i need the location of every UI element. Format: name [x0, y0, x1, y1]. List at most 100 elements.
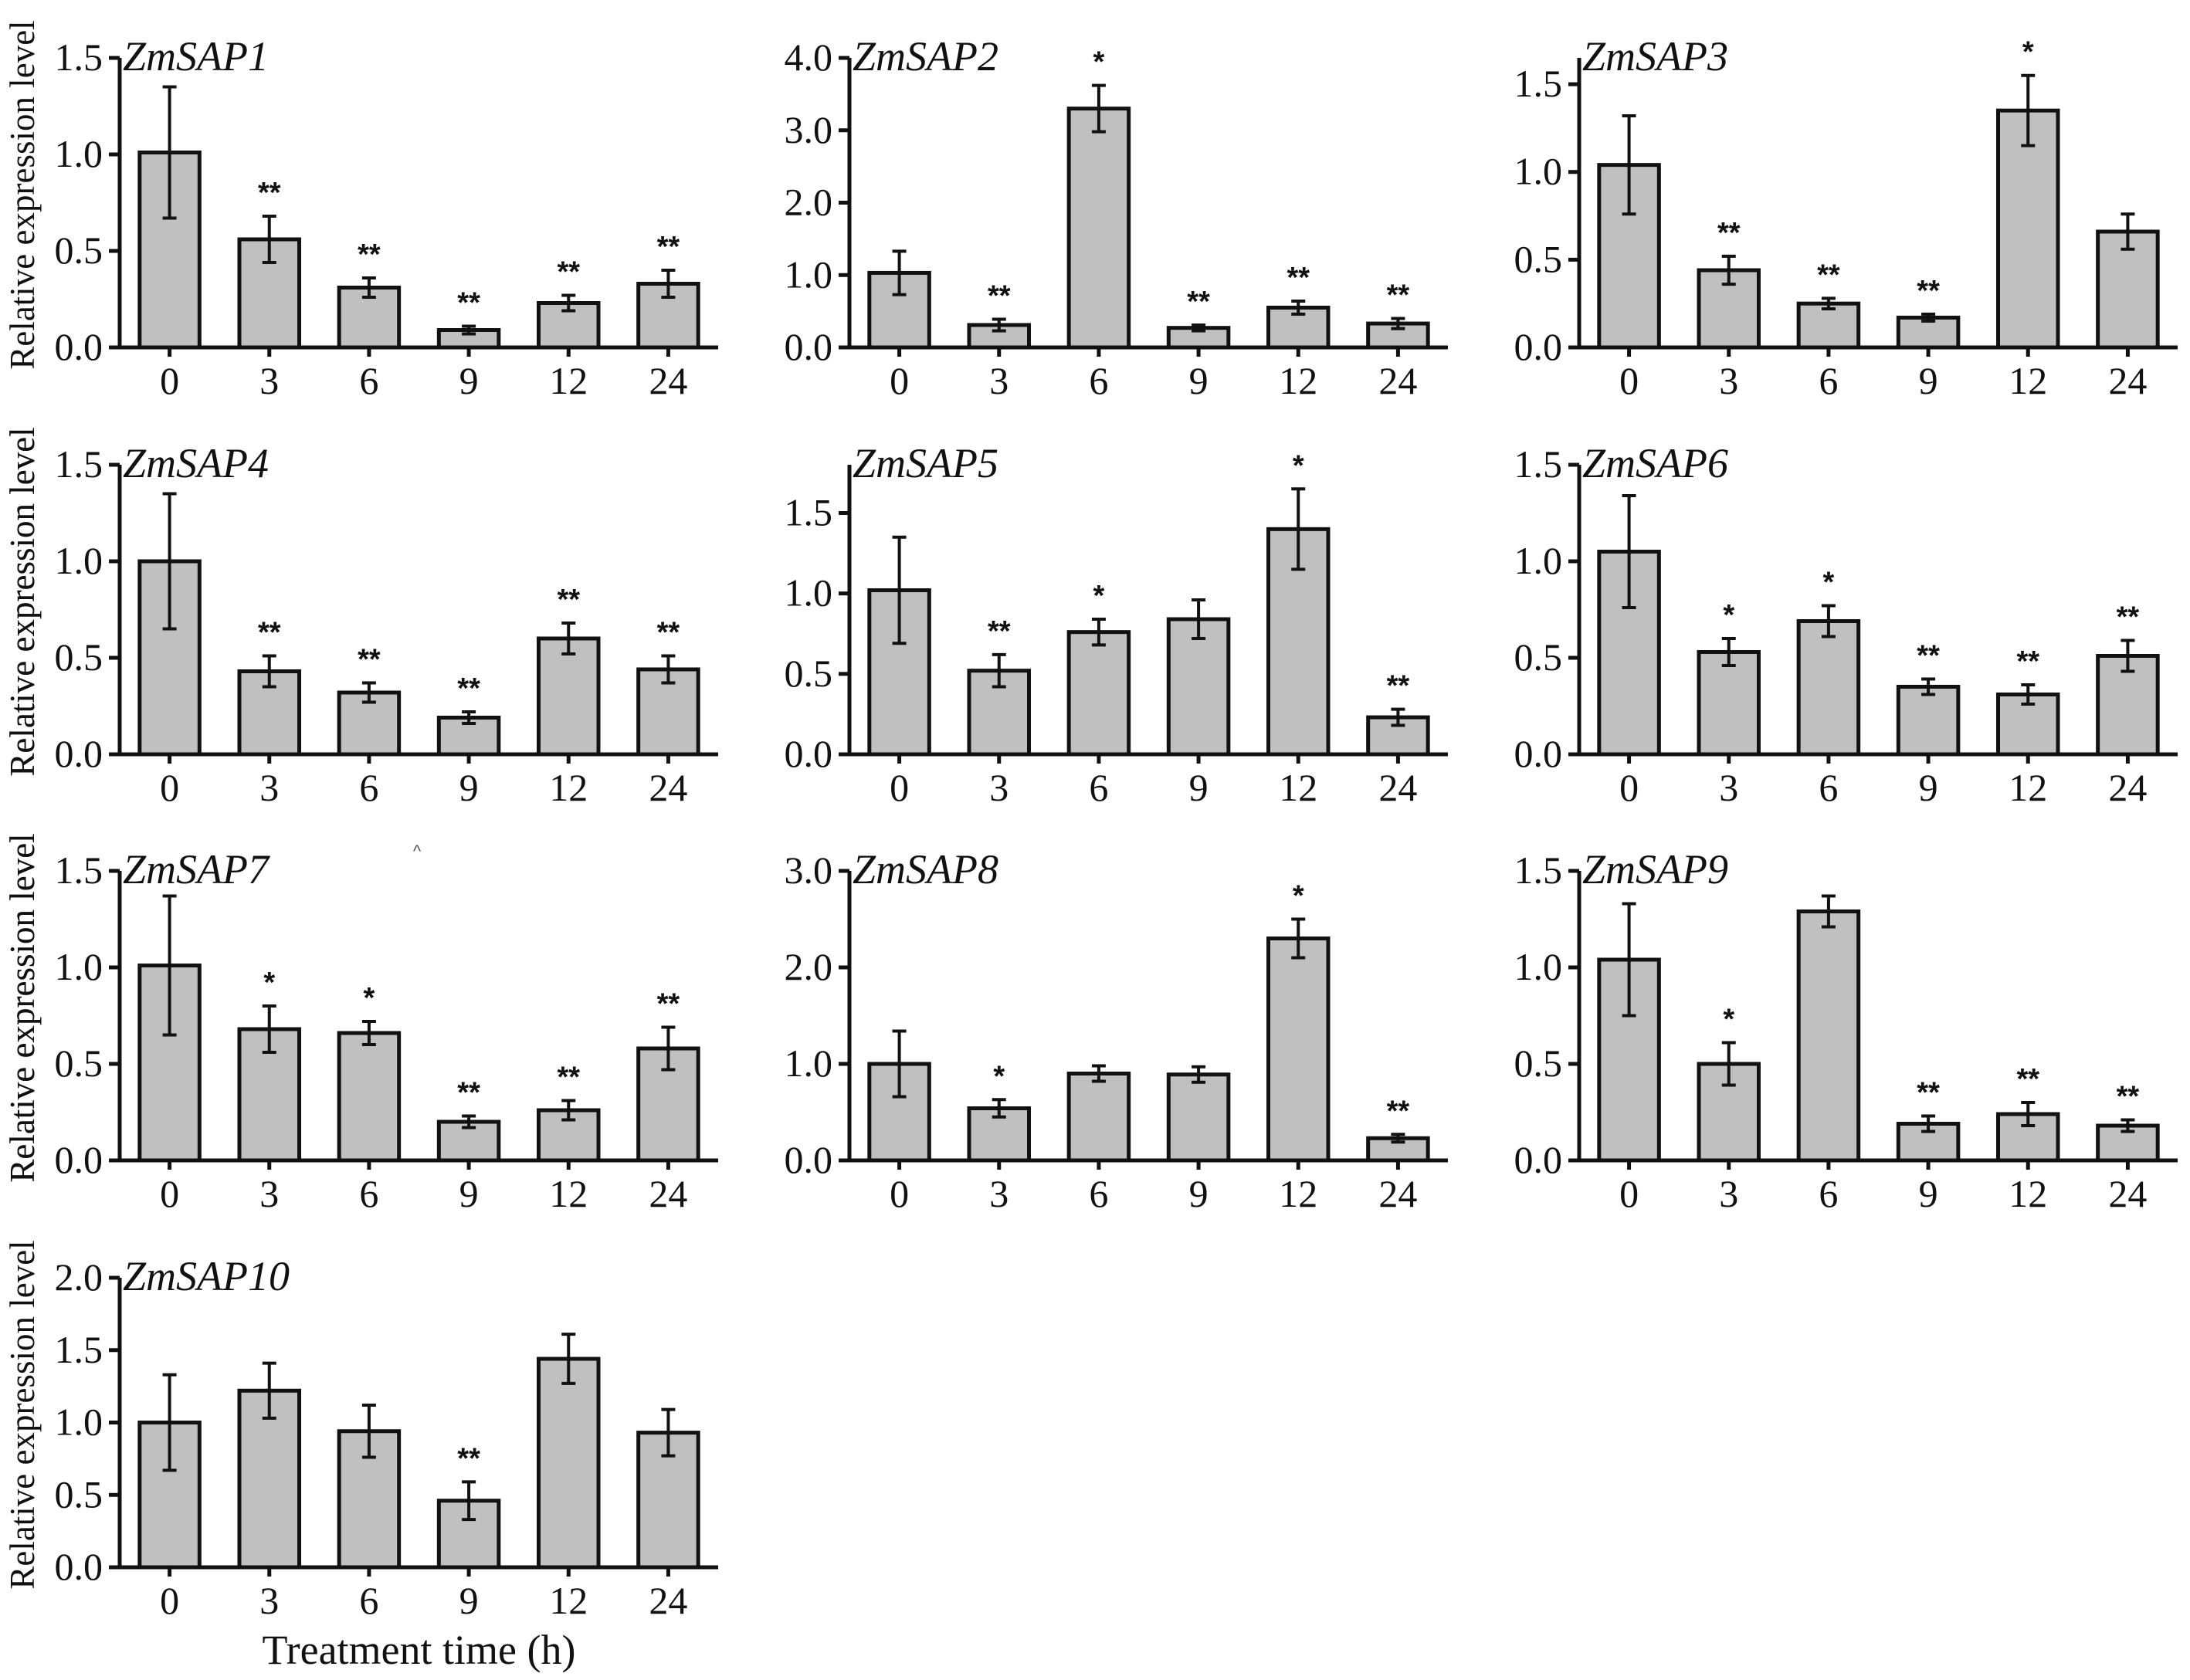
y-tick-label: 0.5 [1514, 635, 1563, 679]
x-tick-label: 9 [1189, 359, 1209, 402]
bar [337, 1031, 402, 1163]
panels: 0.00.51.01.50 3**6**9**12**24**ZmSAP1Rela… [3, 20, 2178, 1673]
x-tick-label: 6 [359, 766, 378, 809]
x-tick-label: 9 [1919, 766, 1938, 809]
y-axis-label: Relative expression level [3, 833, 42, 1182]
significance-mark: ** [657, 231, 680, 263]
significance-mark: ** [2117, 601, 2140, 634]
significance-mark: ** [358, 239, 381, 271]
panel-title: ZmSAP10 [123, 1253, 290, 1299]
x-tick-label: 9 [459, 766, 479, 809]
y-tick-label: 3.0 [785, 848, 833, 892]
x-tick-label: 3 [989, 1172, 1009, 1215]
bar [1796, 909, 1861, 1163]
panel-title: ZmSAP4 [123, 440, 269, 486]
significance-mark: ** [358, 644, 381, 676]
significance-mark: ** [1287, 262, 1310, 294]
x-tick-label: 6 [1819, 766, 1838, 809]
y-tick-label: 0.0 [55, 325, 103, 368]
y-tick-label: 1.0 [1514, 539, 1563, 582]
x-tick-label: 24 [1378, 359, 1417, 402]
significance-mark: ** [457, 287, 480, 320]
y-tick-label: 1.5 [1514, 848, 1563, 892]
significance-mark: ** [2016, 645, 2039, 678]
y-tick-label: 1.0 [1514, 150, 1563, 193]
x-tick-label: 0 [160, 766, 179, 809]
x-tick-label: 6 [1819, 359, 1838, 402]
significance-mark: ** [1187, 286, 1210, 318]
x-tick-label: 24 [1378, 1172, 1417, 1215]
x-tick-label: 12 [1279, 1172, 1317, 1215]
significance-mark: ** [2016, 1063, 2039, 1096]
y-tick-label: 1.0 [1514, 945, 1563, 988]
y-tick-label: 2.0 [55, 1255, 103, 1299]
x-tick-label: 3 [1719, 359, 1738, 402]
x-tick-label: 9 [1919, 1172, 1938, 1215]
significance-mark: ** [1917, 640, 1940, 672]
y-axis-label: Relative expression level [3, 1240, 42, 1589]
y-tick-label: 0.0 [785, 1138, 833, 1181]
x-tick-label: 12 [2009, 359, 2047, 402]
x-tick-label: 12 [2009, 1172, 2047, 1215]
x-tick-label: 9 [459, 359, 479, 402]
y-tick-label: 1.0 [55, 945, 103, 988]
bar [1066, 107, 1131, 350]
x-tick-label: 12 [1279, 766, 1317, 809]
x-tick-label: 0 [890, 1172, 909, 1215]
y-tick-label: 0.5 [1514, 237, 1563, 280]
y-tick-label: 0.0 [1514, 325, 1563, 368]
y-tick-label: 1.0 [55, 132, 103, 175]
x-tick-label: 0 [1619, 359, 1639, 402]
x-tick-label: 24 [2108, 766, 2147, 809]
panel-title: ZmSAP3 [1582, 33, 1728, 80]
y-tick-label: 0.0 [55, 1138, 103, 1181]
y-tick-label: 3.0 [785, 108, 833, 151]
panel-title: ZmSAP2 [853, 33, 998, 80]
x-tick-label: 12 [549, 359, 588, 402]
x-tick-label: 24 [2108, 1172, 2147, 1215]
significance-mark: * [993, 1060, 1005, 1092]
x-axis-label: Treatment time (h) [263, 1627, 576, 1673]
y-tick-label: 2.0 [785, 181, 833, 224]
panel-title: ZmSAP5 [853, 440, 998, 486]
y-tick-label: 1.5 [1514, 62, 1563, 105]
x-tick-label: 3 [1719, 1172, 1738, 1215]
significance-mark: * [1823, 567, 1835, 599]
y-tick-label: 0.0 [55, 732, 103, 775]
significance-mark: ** [457, 1442, 480, 1475]
x-tick-label: 24 [649, 359, 687, 402]
x-tick-label: 6 [1089, 1172, 1108, 1215]
x-tick-label: 24 [649, 1172, 687, 1215]
significance-mark: ** [258, 617, 281, 649]
bar [1066, 630, 1131, 757]
chart-panel-1: 0.0 0.5 1.0 1.5 0 3 ** 6 ** 9 ** 12 ** 24 ** ZmSAP1 Rela… [3, 20, 718, 402]
y-tick-label: 0.0 [1514, 1138, 1563, 1181]
stray-mark: ^ [413, 842, 422, 861]
chart-panel-2: 0.0 1.0 2.0 3.0 4.0 0 3 ** 6 * 9 ** 12 ** 24 ** ZmSAP2 [785, 33, 1448, 402]
x-tick-label: 12 [549, 1579, 588, 1622]
x-tick-label: 0 [160, 359, 179, 402]
x-tick-label: 12 [549, 766, 588, 809]
x-tick-label: 9 [1919, 359, 1938, 402]
y-tick-label: 0.5 [1514, 1042, 1563, 1085]
y-axis-label: Relative expression level [3, 427, 42, 776]
x-tick-label: 3 [989, 359, 1009, 402]
x-tick-label: 9 [459, 1172, 479, 1215]
x-tick-label: 24 [649, 766, 687, 809]
y-tick-label: 0.0 [785, 732, 833, 775]
significance-mark: ** [557, 584, 580, 616]
y-tick-label: 1.0 [785, 571, 833, 615]
y-tick-label: 1.5 [55, 442, 103, 486]
x-tick-label: 24 [649, 1579, 687, 1622]
x-tick-label: 12 [549, 1172, 588, 1215]
y-tick-label: 1.5 [55, 848, 103, 892]
bar [1896, 685, 1961, 757]
y-axis-label: Relative expression level [3, 833, 42, 1182]
significance-mark: ** [557, 1062, 580, 1094]
x-tick-label: 0 [1619, 1172, 1639, 1215]
y-tick-label: 0.0 [1514, 732, 1563, 775]
significance-mark: ** [457, 1077, 480, 1109]
significance-mark: * [1293, 449, 1304, 482]
y-tick-label: 1.0 [55, 1401, 103, 1444]
